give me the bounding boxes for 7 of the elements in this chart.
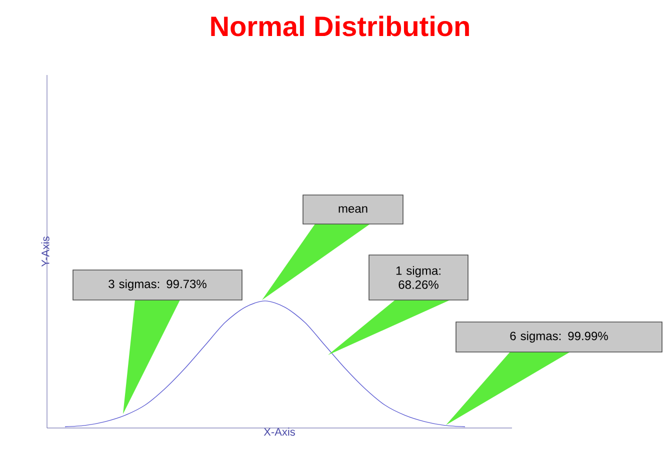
text: 3 sigmas: 99.73% xyxy=(108,279,206,291)
text: 6 sigmas: 99.99% xyxy=(510,331,608,343)
chart-title: Normal Distribution xyxy=(211,16,469,36)
text: 1 sigma: 68.26% xyxy=(396,266,440,289)
x-axis-title: X-Axis xyxy=(264,428,295,436)
text: mean xyxy=(338,206,368,213)
y-axis-title: Y-Axis xyxy=(41,236,50,267)
